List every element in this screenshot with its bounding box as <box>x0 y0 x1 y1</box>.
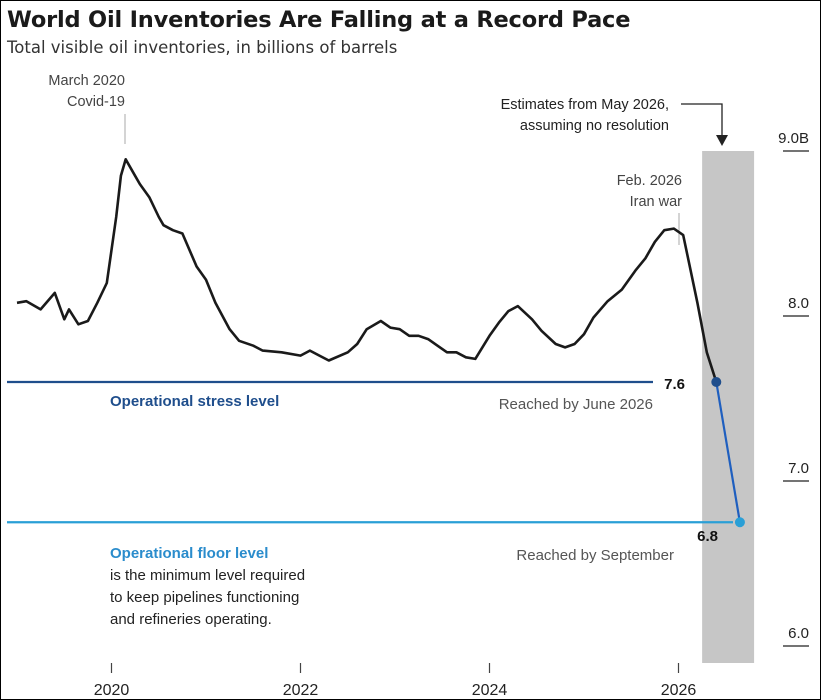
y-axis: 9.0B 8.0 7.0 6.0 <box>778 130 809 647</box>
stress-value-label: 7.6 <box>664 376 685 393</box>
y-tick-label: 9.0B <box>778 130 809 147</box>
floor-value-label: 6.8 <box>697 528 718 545</box>
chart-subtitle: Total visible oil inventories, in billio… <box>7 38 398 57</box>
estimate-annotation-line2: assuming no resolution <box>520 118 669 134</box>
estimate-annotation-line1: Estimates from May 2026, <box>501 97 669 113</box>
estimate-arrow-line <box>681 103 723 141</box>
estimate-arrow-head <box>716 135 728 146</box>
floor-desc-line1: is the minimum level required <box>110 567 305 584</box>
floor-level-point <box>734 517 745 528</box>
y-tick-label: 7.0 <box>788 460 809 477</box>
floor-desc-line2: to keep pipelines functioning <box>110 589 299 606</box>
chart-title: World Oil Inventories Are Falling at a R… <box>7 7 631 33</box>
stress-reached-label: Reached by June 2026 <box>499 396 653 413</box>
stress-level-point <box>711 377 722 387</box>
historical-series-line <box>16 158 718 383</box>
stress-level-label: Operational stress level <box>110 393 279 410</box>
estimate-series-line <box>715 381 741 523</box>
x-tick-label: 2022 <box>283 682 319 699</box>
iran-annotation-line2: Iran war <box>630 194 683 210</box>
estimate-shaded-range <box>702 151 755 663</box>
floor-desc-line3: and refineries operating. <box>110 611 272 628</box>
covid-annotation-line2: Covid-19 <box>67 94 125 110</box>
x-tick-label: 2020 <box>94 682 130 699</box>
y-tick-label: 6.0 <box>788 625 809 642</box>
covid-annotation-line1: March 2020 <box>48 73 125 89</box>
floor-level-label: Operational floor level <box>110 545 268 562</box>
y-tick-label: 8.0 <box>788 295 809 312</box>
x-axis: 2020 2022 2024 2026 <box>94 663 697 699</box>
iran-annotation-line1: Feb. 2026 <box>617 173 682 189</box>
x-tick-label: 2024 <box>472 682 508 699</box>
floor-reached-label: Reached by September <box>516 547 674 564</box>
x-tick-label: 2026 <box>661 682 697 699</box>
